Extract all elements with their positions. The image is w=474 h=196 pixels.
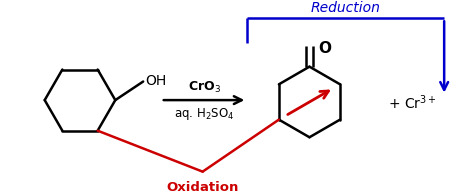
Text: + Cr$^{3+}$: + Cr$^{3+}$ [388, 94, 437, 112]
Text: OH: OH [145, 74, 166, 88]
Text: CrO$_3$: CrO$_3$ [188, 79, 220, 94]
Text: Reduction: Reduction [311, 1, 381, 15]
Text: aq. H$_2$SO$_4$: aq. H$_2$SO$_4$ [174, 106, 234, 122]
Text: Oxidation: Oxidation [166, 181, 239, 194]
Text: O: O [318, 41, 331, 56]
